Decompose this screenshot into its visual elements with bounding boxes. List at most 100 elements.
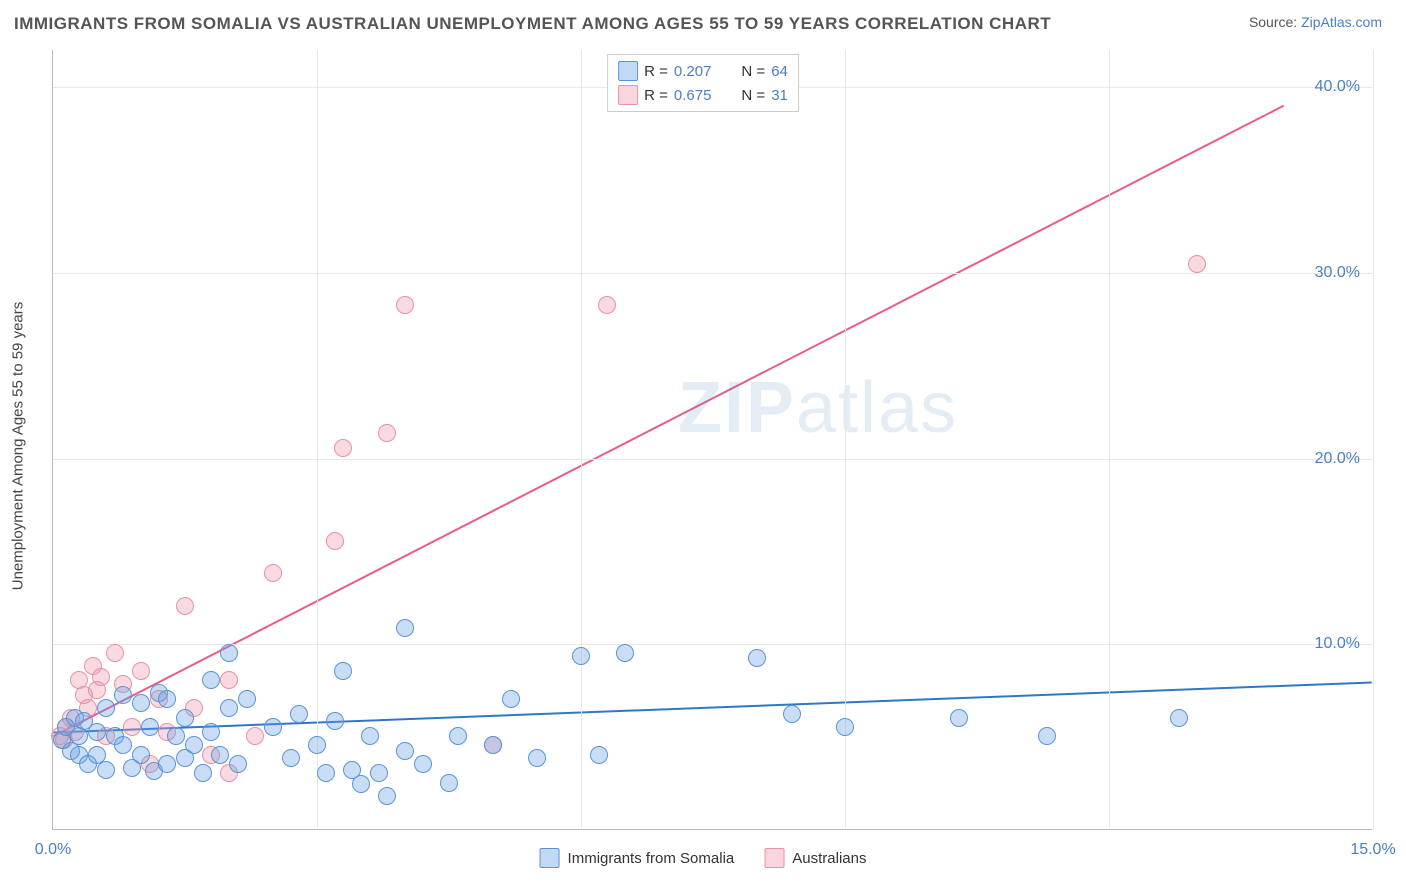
blue-marker [167,727,185,745]
blue-marker [114,736,132,754]
blue-marker [590,746,608,764]
chart-container: IMMIGRANTS FROM SOMALIA VS AUSTRALIAN UN… [0,0,1406,892]
blue-marker [502,690,520,708]
pink-marker [264,564,282,582]
grid-line-h [53,644,1372,645]
y-tick-label: 10.0% [1315,635,1360,653]
blue-marker [185,736,203,754]
pink-marker [220,671,238,689]
blue-swatch-icon [540,848,560,868]
grid-line-h [53,459,1372,460]
blue-marker [950,709,968,727]
blue-marker [97,761,115,779]
blue-marker [97,699,115,717]
blue-marker [264,718,282,736]
pink-marker [123,718,141,736]
blue-marker [414,755,432,773]
x-tick-label: 15.0% [1350,841,1395,859]
r-value: 0.675 [674,87,712,104]
pink-marker [1188,255,1206,273]
legend-stats: R = 0.207 N = 64R = 0.675 N = 31 [607,54,799,112]
legend-series-label: Australians [792,850,866,867]
blue-marker [334,662,352,680]
blue-marker [361,727,379,745]
blue-marker [238,690,256,708]
blue-marker [132,746,150,764]
legend-series-item: Immigrants from Somalia [540,848,735,868]
blue-marker [484,736,502,754]
blue-marker [616,644,634,662]
legend-stats-row: R = 0.675N = 31 [618,83,788,107]
pink-marker [176,597,194,615]
blue-marker [202,723,220,741]
blue-marker [158,755,176,773]
blue-marker [370,764,388,782]
blue-swatch-icon [618,61,638,81]
plot-area: ZIPatlas 10.0%20.0%30.0%40.0%0.0%15.0% [52,50,1372,830]
blue-marker [220,644,238,662]
grid-line-v [845,50,846,829]
grid-line-v [317,50,318,829]
blue-marker [748,649,766,667]
blue-marker [317,764,335,782]
y-tick-label: 20.0% [1315,450,1360,468]
pink-trend-line [53,106,1283,737]
blue-marker [528,749,546,767]
pink-swatch-icon [764,848,784,868]
r-label: R = [644,63,668,80]
blue-marker [282,749,300,767]
y-tick-label: 40.0% [1315,78,1360,96]
blue-marker [158,690,176,708]
blue-marker [1170,709,1188,727]
n-label: N = [741,63,765,80]
legend-series: Immigrants from Somalia Australians [532,846,875,870]
source-attribution: Source: ZipAtlas.com [1249,14,1382,30]
blue-marker [836,718,854,736]
source-label: Source: [1249,14,1301,30]
pink-marker [334,439,352,457]
chart-title: IMMIGRANTS FROM SOMALIA VS AUSTRALIAN UN… [14,14,1051,34]
source-link[interactable]: ZipAtlas.com [1301,14,1382,30]
y-tick-label: 30.0% [1315,264,1360,282]
legend-series-label: Immigrants from Somalia [568,850,735,867]
pink-marker [132,662,150,680]
blue-marker [572,647,590,665]
r-value: 0.207 [674,63,712,80]
blue-marker [220,699,238,717]
y-axis-label: Unemployment Among Ages 55 to 59 years [10,302,27,591]
legend-stats-row: R = 0.207 N = 64 [618,59,788,83]
blue-marker [449,727,467,745]
blue-marker [88,723,106,741]
pink-marker [378,424,396,442]
blue-marker [132,694,150,712]
blue-marker [141,718,159,736]
pink-marker [106,644,124,662]
blue-marker [176,709,194,727]
grid-line-v [1373,50,1374,829]
blue-marker [396,619,414,637]
blue-marker [290,705,308,723]
blue-marker [440,774,458,792]
n-label: N = [741,87,765,104]
n-value: 31 [771,87,788,104]
grid-line-v [1109,50,1110,829]
pink-marker [396,296,414,314]
blue-marker [396,742,414,760]
blue-marker [378,787,396,805]
blue-marker [783,705,801,723]
pink-swatch-icon [618,85,638,105]
blue-marker [352,775,370,793]
pink-marker [246,727,264,745]
grid-line-h [53,273,1372,274]
blue-marker [1038,727,1056,745]
n-value: 64 [771,63,788,80]
x-tick-label: 0.0% [35,841,71,859]
legend-series-item: Australians [764,848,866,868]
grid-line-v [581,50,582,829]
blue-marker [211,746,229,764]
blue-marker [326,712,344,730]
blue-marker [308,736,326,754]
blue-marker [229,755,247,773]
pink-marker [598,296,616,314]
pink-marker [326,532,344,550]
